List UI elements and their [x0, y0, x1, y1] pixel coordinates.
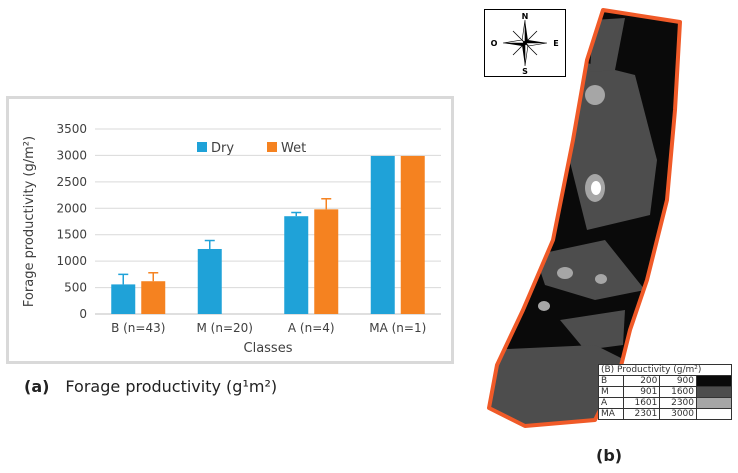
x-tick-label: A (n=4) — [288, 321, 335, 335]
y-tick-label: 500 — [64, 281, 87, 295]
legend-row-a: A 1601 2300 — [598, 397, 732, 409]
legend-max: 1600 — [659, 386, 697, 398]
bar-dry — [197, 248, 222, 314]
legend-swatch — [267, 142, 277, 152]
caption-a-letter: (a) — [24, 377, 50, 396]
caption-a-text: Forage productivity (g¹m²) — [65, 377, 278, 396]
legend-min: 901 — [622, 386, 661, 398]
bar-dry — [284, 216, 309, 314]
compass-south-label: S — [522, 67, 528, 76]
legend-label: Dry — [211, 141, 234, 156]
legend-max: 2300 — [659, 397, 697, 409]
compass-north-label: N — [522, 12, 529, 21]
legend-row-b: B 200 900 — [598, 375, 732, 387]
compass-rose-icon: N S E O — [491, 12, 559, 76]
compass-west-label: O — [491, 39, 498, 48]
legend-min: 2301 — [622, 408, 661, 420]
map-region-a — [595, 274, 607, 284]
map-boundary — [487, 8, 682, 428]
bar-wet — [141, 281, 166, 314]
chart-panel: 0 500 1000 1500 2000 2500 3000 3500 B (n=43) M (n… — [6, 96, 454, 364]
bar-chart: 0 500 1000 1500 2000 2500 3000 3500 B (n=43) M (n… — [22, 122, 441, 356]
map-region-ma — [591, 181, 601, 195]
map-region-m — [535, 240, 645, 300]
map-region-m — [489, 345, 625, 426]
bar-dry — [111, 284, 136, 314]
map-region-m — [560, 310, 625, 350]
y-tick-label: 2500 — [56, 175, 87, 189]
x-tick-label: M (n=20) — [197, 321, 253, 335]
legend-max: 900 — [659, 375, 697, 387]
y-tick-label: 3000 — [56, 148, 87, 162]
x-axis-label: Classes — [244, 341, 293, 356]
y-axis-label: Forage productivity (g/m²) — [22, 136, 37, 307]
y-tick-label: 1500 — [56, 228, 87, 242]
caption-b: (b) — [596, 446, 623, 465]
legend-swatch — [696, 375, 732, 387]
x-tick-label: MA (n=1) — [369, 321, 426, 335]
legend-row-ma: MA 2301 3000 — [598, 408, 732, 420]
legend-label: Wet — [281, 141, 306, 156]
y-tick-label: 2000 — [56, 201, 87, 215]
compass-east-label: E — [553, 39, 558, 48]
legend-row-m: M 901 1600 — [598, 386, 732, 398]
y-tick-label: 3500 — [56, 122, 87, 136]
x-tick-label: B (n=43) — [111, 321, 165, 335]
legend-swatch — [696, 408, 732, 420]
legend-swatch — [197, 142, 207, 152]
legend-min: 1601 — [622, 397, 661, 409]
y-tick-label: 0 — [79, 307, 87, 321]
caption-a: (a) Forage productivity (g¹m²) — [24, 377, 277, 396]
map-region-a — [557, 267, 573, 279]
map-legend-title: (B) Productivity (g/m²) — [598, 364, 732, 376]
compass-box: N S E O — [484, 9, 566, 77]
map-region-a — [585, 85, 605, 105]
legend-class: B — [598, 375, 624, 387]
map-legend-table: (B) Productivity (g/m²) B 200 900 M 901 … — [598, 364, 732, 420]
legend-swatch — [696, 386, 732, 398]
legend-min: 200 — [622, 375, 661, 387]
legend-class: MA — [598, 408, 624, 420]
y-tick-label: 1000 — [56, 254, 87, 268]
bar-wet — [314, 209, 339, 314]
productivity-map — [487, 8, 682, 428]
legend-swatch — [696, 397, 732, 409]
map-region-m — [590, 18, 625, 72]
legend-class: M — [598, 386, 624, 398]
bar-wet — [400, 155, 425, 314]
legend-max: 3000 — [659, 408, 697, 420]
legend-class: A — [598, 397, 624, 409]
map-region-a — [538, 301, 550, 311]
bar-dry — [370, 155, 395, 314]
